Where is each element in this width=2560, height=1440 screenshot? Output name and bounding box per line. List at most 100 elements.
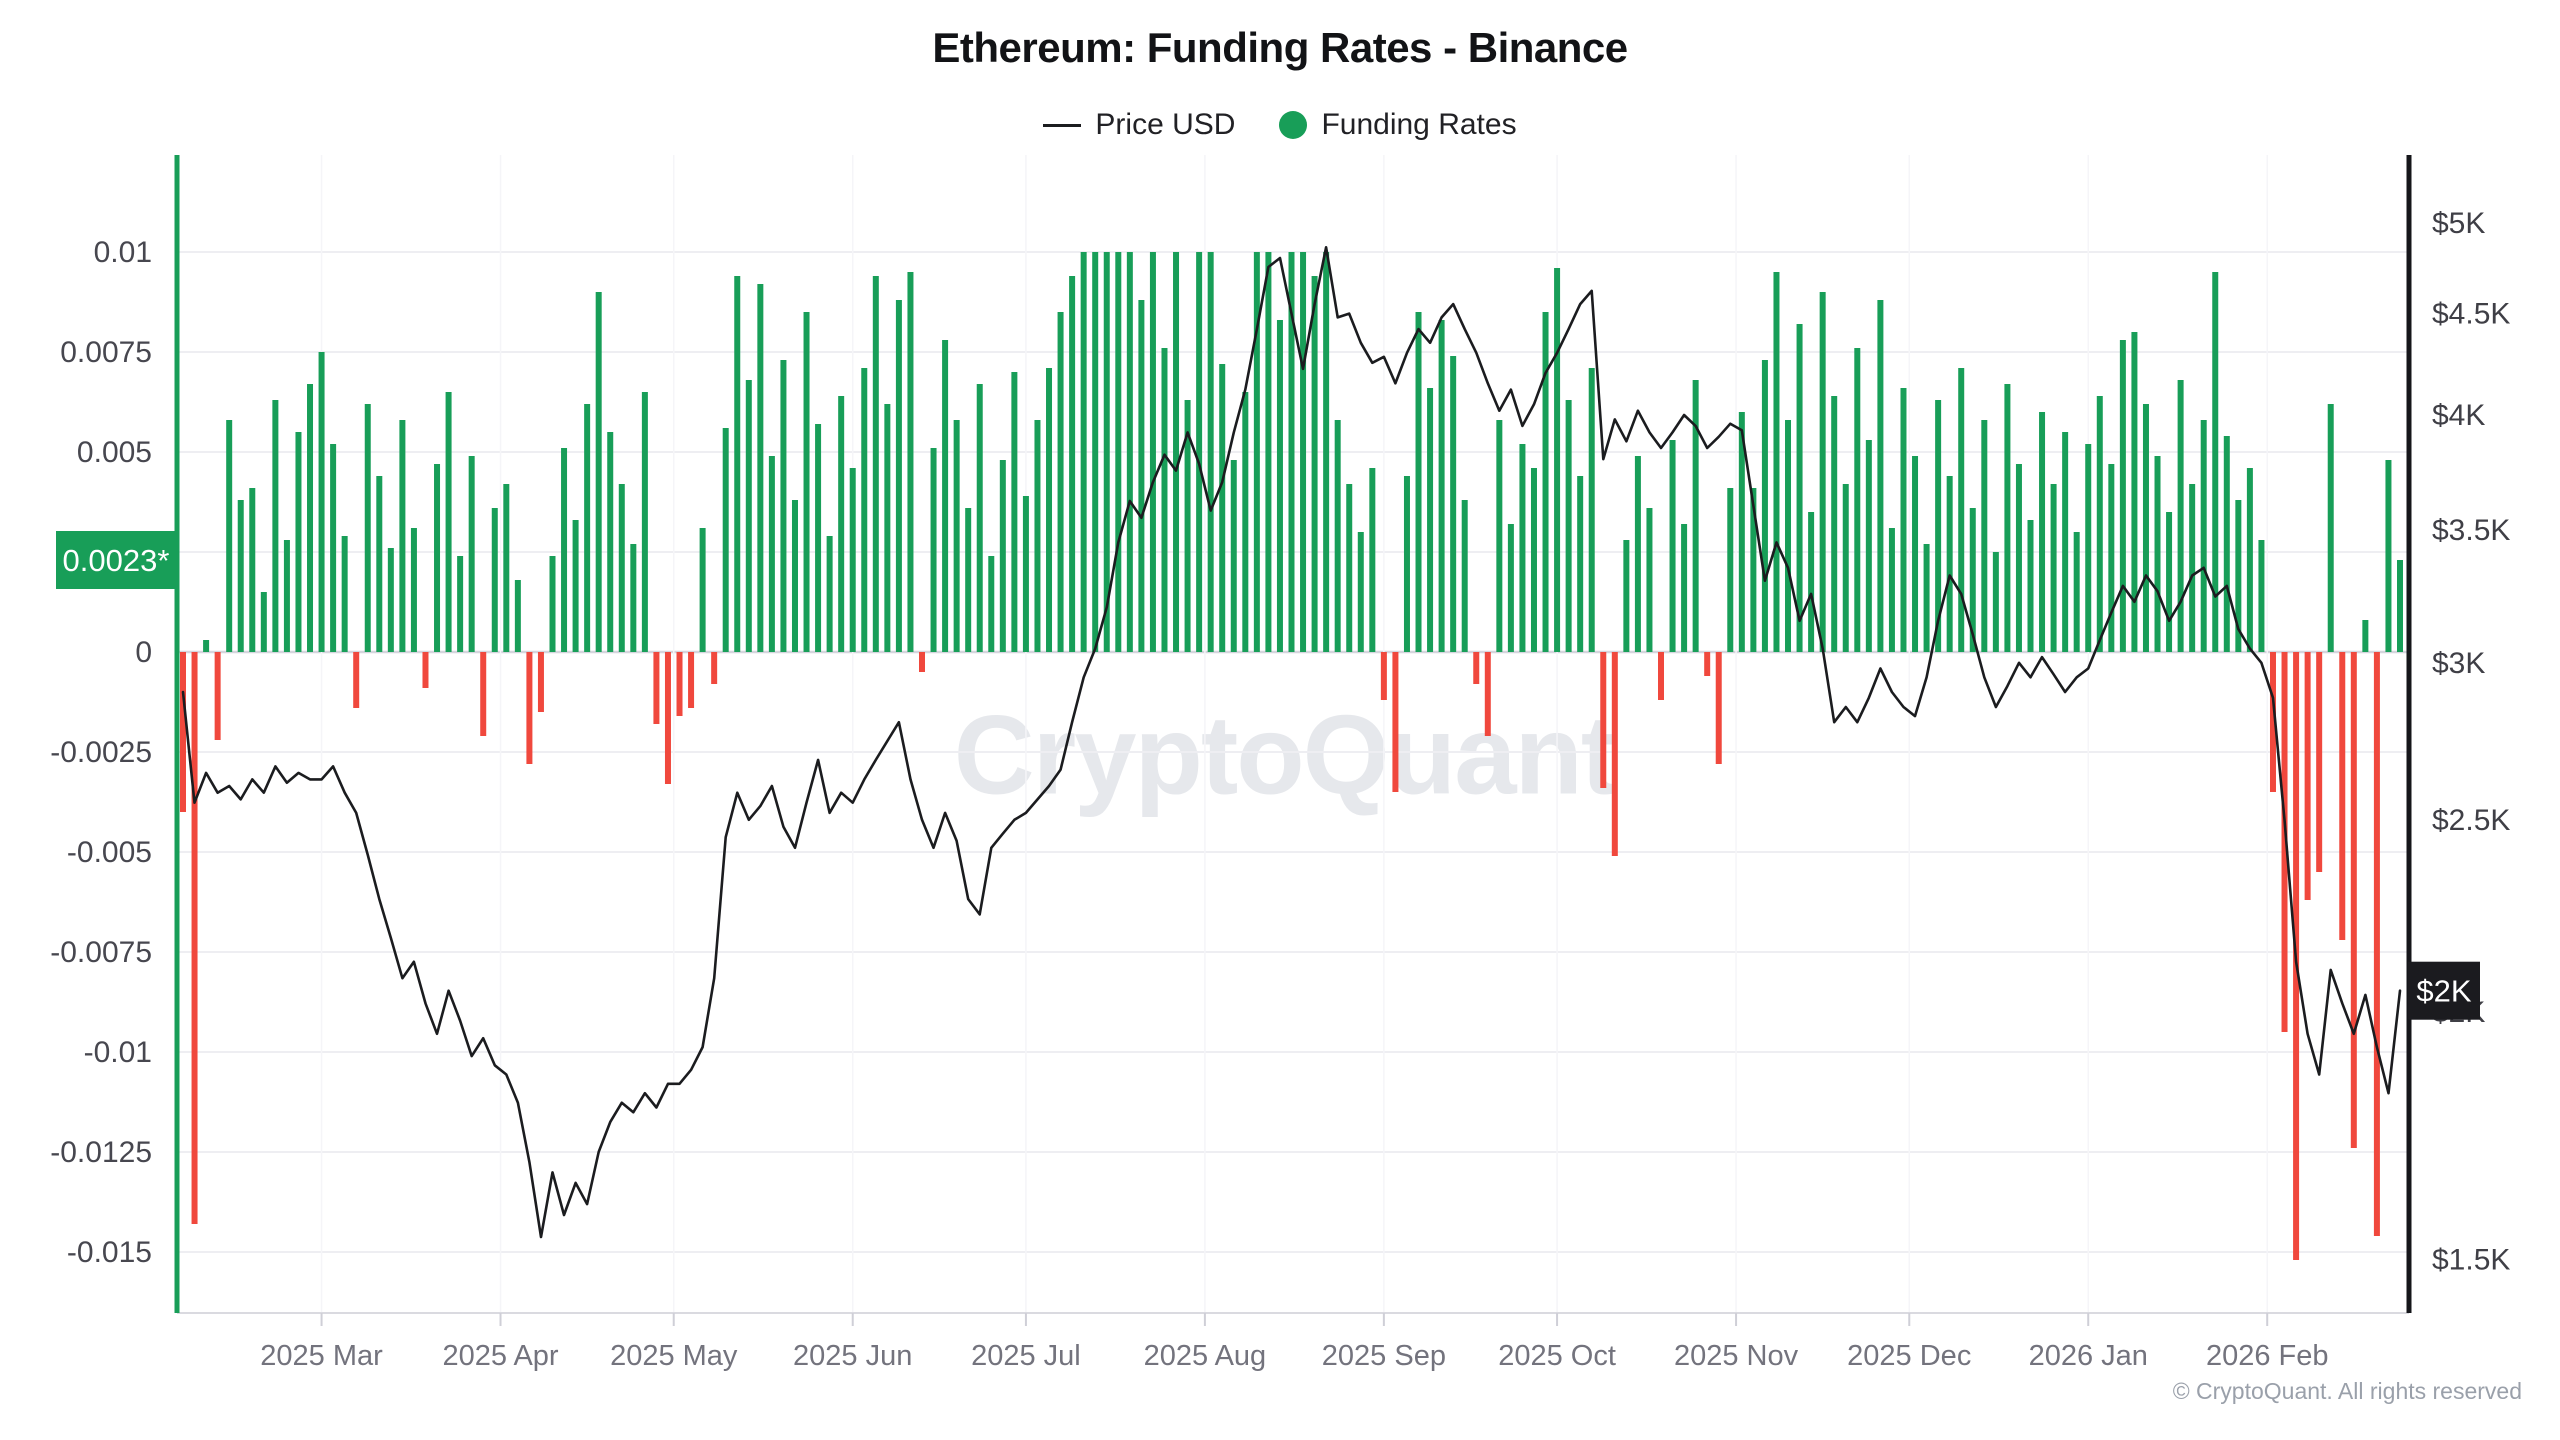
funding-bar-positive xyxy=(1785,420,1792,652)
funding-bar-positive xyxy=(1623,540,1630,652)
funding-bar-positive xyxy=(1415,312,1422,652)
funding-bar-positive xyxy=(1634,456,1641,652)
funding-bar-positive xyxy=(2015,464,2022,652)
month-label: 2025 Dec xyxy=(1847,1340,1971,1372)
page-title: Ethereum: Funding Rates - Binance xyxy=(932,24,1628,71)
funding-bar-positive xyxy=(1912,456,1919,652)
right-tick-label: $4.5K xyxy=(2432,298,2510,331)
left-tick-label: -0.0075 xyxy=(50,936,152,969)
right-axis-labels: $5K$4.5K$4K$3.5K$3K$2.5K$2K$1.5K xyxy=(2432,207,2510,1277)
funding-bar-positive xyxy=(364,404,371,652)
funding-bar-positive xyxy=(1357,532,1364,652)
funding-bar-negative xyxy=(1600,652,1607,788)
funding-bar-positive xyxy=(1808,512,1815,652)
funding-bar-positive xyxy=(203,640,210,652)
funding-bar-positive xyxy=(226,420,233,652)
funding-latest-badge: 0.0023* xyxy=(56,531,177,589)
funding-bar-positive xyxy=(1981,420,1988,652)
funding-bar-negative xyxy=(1484,652,1491,736)
funding-bar-positive xyxy=(1184,400,1191,652)
price-line-swatch-icon xyxy=(1043,123,1082,127)
funding-bar-positive xyxy=(2073,532,2080,652)
funding-bar-positive xyxy=(965,508,972,652)
funding-bar-positive xyxy=(1161,348,1168,652)
funding-bar-positive xyxy=(815,424,822,652)
funding-bar-negative xyxy=(711,652,718,684)
funding-bar-positive xyxy=(376,476,383,652)
funding-bar-positive xyxy=(872,276,879,652)
funding-bar-positive xyxy=(1323,252,1330,652)
month-label: 2025 Oct xyxy=(1498,1340,1616,1372)
funding-bar-positive xyxy=(1242,392,1249,652)
left-tick-label: -0.0025 xyxy=(50,736,152,769)
funding-bar-positive xyxy=(1334,420,1341,652)
funding-bar-positive xyxy=(2062,432,2069,652)
funding-bar-positive xyxy=(1092,252,1099,652)
funding-bar-positive xyxy=(410,528,417,652)
funding-bar-positive xyxy=(1046,368,1053,652)
funding-bar-positive xyxy=(1692,380,1699,652)
price-latest-badge: $2K xyxy=(2408,961,2480,1020)
right-tick-label: $5K xyxy=(2432,207,2485,240)
funding-bar-positive xyxy=(1565,400,1572,652)
funding-latest-badge-text: 0.0023* xyxy=(63,543,170,578)
funding-bar-negative xyxy=(422,652,429,688)
month-label: 2025 Sep xyxy=(1322,1340,1446,1372)
funding-bar-positive xyxy=(1577,476,1584,652)
funding-bar-positive xyxy=(1519,444,1526,652)
legend-item-funding[interactable]: Funding Rates xyxy=(1279,108,1517,142)
copyright-footer: © CryptoQuant. All rights reserved xyxy=(2172,1378,2522,1404)
funding-bar-positive xyxy=(607,432,614,652)
price-latest-badge-text: $2K xyxy=(2416,974,2471,1009)
funding-bar-positive xyxy=(1773,272,1780,652)
funding-bar-positive xyxy=(884,404,891,652)
funding-bar-positive xyxy=(734,276,741,652)
funding-bar-positive xyxy=(2142,404,2149,652)
legend-item-price[interactable]: Price USD xyxy=(1043,108,1235,142)
funding-bar-positive xyxy=(1057,312,1064,652)
funding-bar-positive xyxy=(1196,252,1203,652)
funding-bar-positive xyxy=(283,540,290,652)
funding-bar-positive xyxy=(1276,320,1283,652)
funding-bar-positive xyxy=(249,488,256,652)
funding-bar-positive xyxy=(1900,388,1907,652)
funding-bar-positive xyxy=(630,544,637,652)
funding-bar-positive xyxy=(1669,440,1676,652)
funding-bar-positive xyxy=(1888,528,1895,652)
funding-bar-positive xyxy=(445,392,452,652)
legend-price-label: Price USD xyxy=(1095,108,1236,141)
price-line xyxy=(181,246,2402,1239)
funding-bar-positive xyxy=(1207,252,1214,652)
month-label: 2025 Aug xyxy=(1144,1340,1267,1372)
funding-bar-positive xyxy=(2096,396,2103,652)
funding-bar-positive xyxy=(1300,252,1307,652)
right-tick-label: $1.5K xyxy=(2432,1244,2510,1277)
funding-bar-negative xyxy=(2316,652,2323,872)
month-label: 2025 May xyxy=(610,1340,738,1372)
funding-bar-positive xyxy=(2246,468,2253,652)
funding-bar-positive xyxy=(2004,384,2011,652)
funding-bar-positive xyxy=(1819,292,1826,652)
funding-bar-positive xyxy=(2189,484,2196,652)
funding-bar-negative xyxy=(353,652,360,708)
funding-bar-negative xyxy=(1658,652,1664,700)
left-tick-label: -0.015 xyxy=(67,1236,152,1269)
funding-bar-positive xyxy=(1069,276,1076,652)
month-label: 2025 Jun xyxy=(793,1340,912,1372)
funding-bar-positive xyxy=(1865,440,1872,652)
left-tick-label: 0.0075 xyxy=(60,336,152,369)
funding-bar-positive xyxy=(1080,252,1087,652)
funding-bar-positive xyxy=(457,556,464,652)
funding-bar-positive xyxy=(1438,320,1445,652)
funding-bar-positive xyxy=(1554,268,1561,652)
funding-bar-positive xyxy=(584,404,591,652)
funding-bar-positive xyxy=(237,500,244,652)
month-label: 2025 Apr xyxy=(442,1340,558,1372)
left-tick-label: 0 xyxy=(135,636,152,669)
month-label: 2025 Mar xyxy=(260,1340,383,1372)
right-tick-label: $4K xyxy=(2432,399,2485,432)
funding-bar-positive xyxy=(1126,252,1133,652)
funding-bar-positive xyxy=(2039,412,2046,652)
